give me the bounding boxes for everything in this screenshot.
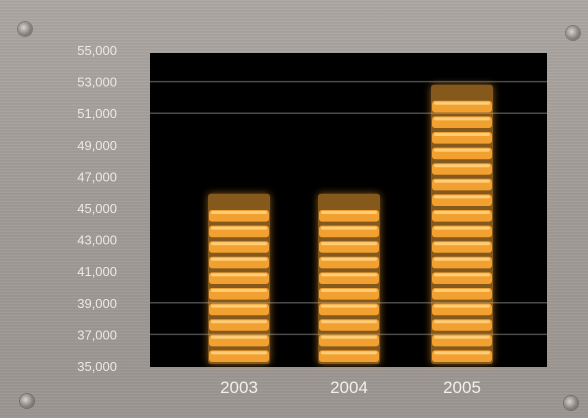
y-tick-label: 39,000 [77,296,117,311]
bar-segment-highlight [321,211,377,214]
bar-segment-highlight [434,273,490,277]
bar-segment-highlight [321,335,377,339]
bar-segment-highlight [211,226,267,230]
y-tick-label: 47,000 [77,169,117,184]
bar-segment-highlight [434,257,490,261]
bar-segment-highlight [321,242,377,246]
bar-segment-highlight [321,273,377,277]
bar-segment-highlight [211,304,267,308]
bar-2003 [208,193,270,364]
y-tick-label: 49,000 [77,138,117,153]
bar-segment-highlight [434,101,490,105]
bar-segment-highlight [434,351,490,355]
bar-segment-highlight [211,242,267,246]
bar-segment-highlight [321,257,377,261]
bar-segment-highlight [211,320,267,324]
bar-segment-highlight [434,164,490,168]
bar-segment-highlight [434,226,490,230]
bar-segment-highlight [211,289,267,292]
bar-segment-highlight [434,320,490,324]
y-tick-label: 45,000 [77,201,117,216]
bar-segment-highlight [321,304,377,308]
bar-segment-highlight [434,211,490,214]
bar-2005 [431,84,493,364]
screw-top-right-icon [566,26,580,40]
screw-top-left-icon [18,22,32,36]
y-tick-label: 55,000 [77,43,117,58]
bar-segment-highlight [321,226,377,230]
bar-segment-highlight [434,242,490,246]
bars [208,84,493,364]
bar-segment-highlight [211,335,267,339]
y-tick-label: 53,000 [77,75,117,90]
x-tick-label: 2004 [330,378,368,397]
bar-segment-highlight [434,117,490,121]
bar-segment-highlight [434,335,490,339]
bar-segment-highlight [211,211,267,214]
bar-segment-highlight [434,289,490,292]
bar-segment-highlight [434,133,490,136]
y-axis-ticks: 55,000 53,000 51,000 49,000 47,000 45,000 43,0… [77,43,117,374]
bar-segment-highlight [211,351,267,355]
y-tick-label: 41,000 [77,264,117,279]
y-tick-label: 43,000 [77,233,117,248]
screw-bottom-right-icon [564,396,578,410]
bar-2004 [318,193,380,364]
y-tick-label: 35,000 [77,359,117,374]
x-axis-ticks: 2003 2004 2005 [220,378,481,397]
y-tick-label: 37,000 [77,327,117,342]
bar-segment-highlight [434,304,490,308]
bar-segment-highlight [434,195,490,199]
bar-segment-highlight [211,273,267,277]
x-tick-label: 2003 [220,378,258,397]
bar-segment-highlight [434,148,490,152]
y-tick-label: 51,000 [77,106,117,121]
screw-bottom-left-icon [20,394,34,408]
bar-segment-highlight [434,179,490,183]
x-tick-label: 2005 [443,378,481,397]
bar-segment-highlight [321,320,377,324]
bar-segment-highlight [321,351,377,355]
bar-segment-highlight [211,257,267,261]
bar-segment-highlight [321,289,377,292]
